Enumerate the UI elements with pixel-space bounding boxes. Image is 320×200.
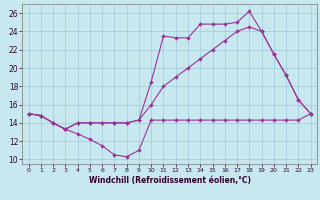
- X-axis label: Windchill (Refroidissement éolien,°C): Windchill (Refroidissement éolien,°C): [89, 176, 251, 185]
